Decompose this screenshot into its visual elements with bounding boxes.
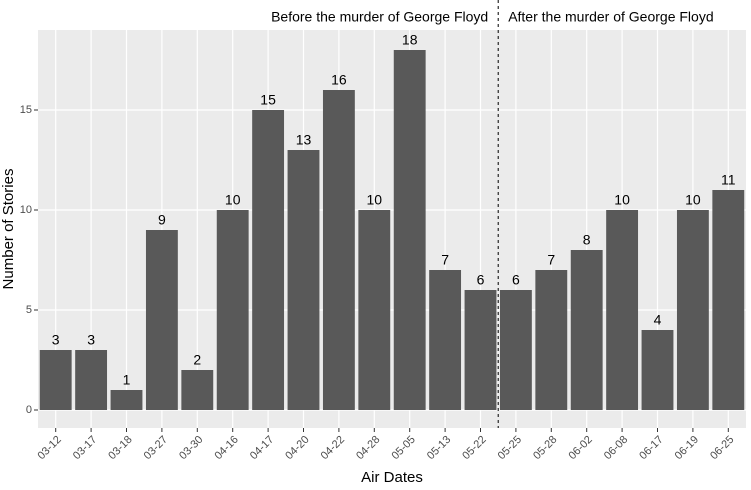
- bar: [75, 350, 108, 410]
- value-label: 8: [583, 232, 591, 248]
- bar: [110, 390, 143, 410]
- bar: [429, 270, 462, 410]
- x-tick-label: 06-19: [673, 434, 701, 462]
- value-label: 13: [296, 132, 312, 148]
- value-label: 3: [52, 332, 60, 348]
- x-tick-label: 04-16: [212, 434, 240, 462]
- value-label: 15: [260, 92, 276, 108]
- x-axis-title: Air Dates: [361, 469, 423, 485]
- x-tick-label: 06-02: [566, 434, 594, 462]
- value-label: 10: [685, 192, 701, 208]
- bar: [287, 150, 320, 410]
- bar: [641, 330, 674, 410]
- bar: [464, 290, 497, 410]
- y-axis-title: Number of Stories: [0, 169, 17, 290]
- value-label: 1: [123, 372, 131, 388]
- panel: [38, 30, 746, 428]
- x-tick-label: 04-17: [248, 434, 276, 462]
- x-tick-label: 05-22: [460, 434, 488, 462]
- bar: [216, 210, 249, 410]
- x-tick-label: 04-22: [319, 434, 347, 462]
- x-tick-label: 05-25: [496, 434, 524, 462]
- x-tick-label: 03-27: [142, 434, 170, 462]
- x-tick-label: 03-12: [35, 434, 63, 462]
- x-tick-label: 03-30: [177, 434, 205, 462]
- bar: [535, 270, 568, 410]
- x-tick-label: 06-25: [708, 434, 736, 462]
- value-label: 6: [512, 272, 520, 288]
- y-tick-label: 0: [26, 404, 32, 416]
- value-label: 4: [654, 312, 662, 328]
- y-tick-label: 15: [20, 104, 32, 116]
- value-label: 6: [477, 272, 485, 288]
- x-tick-label: 03-17: [71, 434, 99, 462]
- x-tick-label: 06-08: [602, 434, 630, 462]
- bar: [39, 350, 72, 410]
- x-tick-label: 03-18: [106, 434, 134, 462]
- value-label: 10: [367, 192, 383, 208]
- value-label: 16: [331, 72, 347, 88]
- bar: [676, 210, 709, 410]
- value-label: 10: [614, 192, 630, 208]
- x-tick-label: 04-28: [354, 434, 382, 462]
- bar: [393, 50, 426, 410]
- value-label: 11: [721, 172, 736, 188]
- bar: [145, 230, 178, 410]
- value-label: 18: [402, 32, 418, 48]
- value-label: 7: [547, 252, 555, 268]
- annotation: Before the murder of George Floyd: [271, 9, 488, 25]
- y-tick-label: 10: [20, 204, 32, 216]
- value-label: 3: [87, 332, 95, 348]
- annotation: After the murder of George Floyd: [508, 9, 713, 25]
- bar: [499, 290, 532, 410]
- bar: [322, 90, 355, 410]
- bar: [358, 210, 391, 410]
- value-label: 2: [193, 352, 201, 368]
- x-tick-label: 05-05: [389, 434, 417, 462]
- x-tick-label: 05-13: [425, 434, 453, 462]
- value-label: 10: [225, 192, 241, 208]
- value-label: 9: [158, 212, 166, 228]
- bar: [712, 190, 745, 410]
- x-tick-label: 04-20: [283, 434, 311, 462]
- x-tick-label: 06-17: [637, 434, 665, 462]
- y-tick-label: 5: [26, 304, 32, 316]
- bar: [570, 250, 603, 410]
- x-tick-label: 05-28: [531, 434, 559, 462]
- bar: [252, 110, 285, 410]
- bar: [181, 370, 214, 410]
- bar: [606, 210, 639, 410]
- value-label: 7: [441, 252, 449, 268]
